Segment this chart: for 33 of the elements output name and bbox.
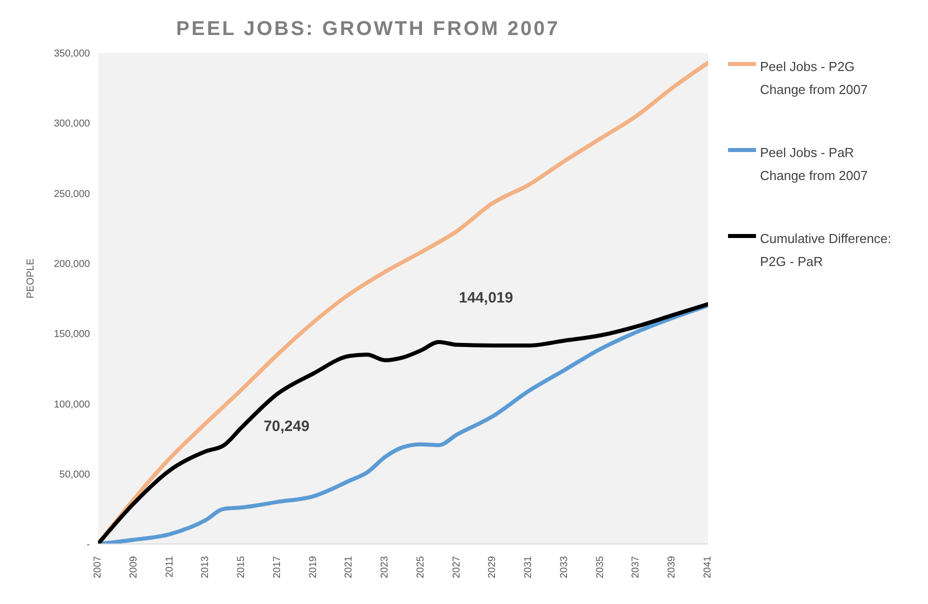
chart-title: PEEL JOBS: GROWTH FROM 2007 <box>175 17 561 41</box>
x-tick-label: 2013 <box>200 556 212 578</box>
y-tick-label: 350,000 <box>54 48 90 60</box>
x-tick-label: 2033 <box>558 556 570 578</box>
x-tick-label: 2019 <box>308 556 319 578</box>
x-tick-label: 2009 <box>128 556 140 578</box>
x-tick-label: 2017 <box>272 556 283 578</box>
x-tick-label: 2029 <box>487 556 498 578</box>
x-tick-label: 2035 <box>594 556 606 578</box>
x-tick-label: 2041 <box>702 556 714 578</box>
legend-label: Peel Jobs - P2G Change from 2007 <box>760 58 869 99</box>
x-tick-label: 2023 <box>380 556 391 578</box>
annotation: 70,249 <box>264 418 310 435</box>
y-axis-title: PEOPLE <box>26 258 37 298</box>
y-tick-label: 150,000 <box>54 329 90 340</box>
x-tick-label: 2037 <box>630 556 642 578</box>
x-tick-label: 2021 <box>344 556 355 578</box>
x-tick-label: 2039 <box>666 556 678 578</box>
x-tick-label: 2007 <box>92 556 104 578</box>
x-tick-label: 2031 <box>523 556 534 578</box>
annotation: 144,019 <box>458 289 514 306</box>
x-tick-label: 2027 <box>451 556 462 578</box>
y-tick-label: 250,000 <box>54 188 90 200</box>
y-tick-label: 50,000 <box>59 469 90 480</box>
y-tick-label: 300,000 <box>54 118 90 130</box>
y-tick-label: 100,000 <box>54 399 90 410</box>
y-tick-label: - <box>86 540 90 551</box>
x-tick-label: 2011 <box>164 556 176 578</box>
legend-label: Peel Jobs - PaR Change from 2007 <box>760 144 869 185</box>
legend-label: Cumulative Difference: P2G - PaR <box>760 230 892 271</box>
x-tick-label: 2025 <box>415 556 426 578</box>
y-tick-label: 200,000 <box>54 258 90 270</box>
x-tick-label: 2015 <box>236 556 248 578</box>
